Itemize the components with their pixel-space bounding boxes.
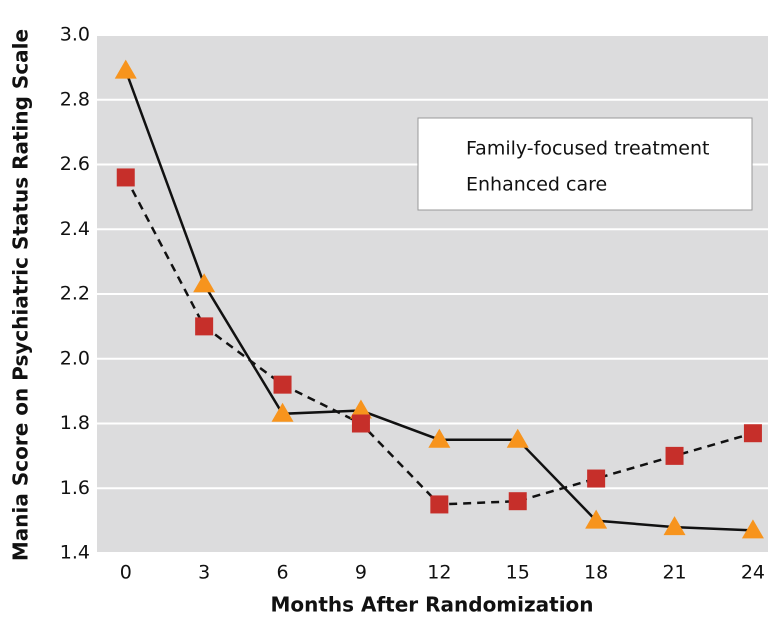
triangle-marker	[585, 509, 608, 529]
triangle-marker	[428, 428, 451, 448]
triangle-marker	[349, 399, 372, 419]
legend-label: Enhanced care	[466, 174, 607, 196]
x-tick-label: 18	[584, 562, 608, 584]
y-tick-label: 2.8	[60, 88, 90, 110]
square-marker	[195, 317, 214, 336]
x-tick-label: 24	[741, 562, 765, 584]
y-tick-label: 2.6	[60, 153, 90, 175]
triangle-marker	[114, 59, 137, 79]
y-tick-label: 1.6	[60, 477, 90, 499]
y-tick-label: 3.0	[60, 24, 90, 46]
square-marker	[273, 375, 292, 394]
y-tick-label: 2.2	[60, 283, 90, 305]
y-tick-label: 2.0	[60, 347, 90, 369]
x-tick-label: 9	[355, 562, 367, 584]
y-axis-title: Mania Score on Psychiatric Status Rating…	[9, 29, 33, 561]
x-tick-label: 6	[276, 562, 288, 584]
x-tick-label: 3	[198, 562, 210, 584]
triangle-marker	[741, 519, 764, 539]
x-axis-title: Months After Randomization	[270, 593, 593, 617]
triangle-marker	[193, 273, 216, 293]
y-tick-label: 1.4	[60, 542, 90, 564]
legend-box	[417, 117, 753, 211]
triangle-marker	[506, 428, 529, 448]
y-tick-label: 1.8	[60, 412, 90, 434]
x-tick-label: 21	[662, 562, 686, 584]
triangle-marker	[663, 516, 686, 536]
square-marker	[430, 495, 449, 514]
square-marker	[665, 446, 684, 465]
square-marker	[587, 469, 606, 488]
y-tick-label: 2.4	[60, 218, 90, 240]
triangle-marker	[271, 402, 294, 422]
x-tick-label: 0	[120, 562, 132, 584]
square-marker	[116, 168, 135, 187]
x-tick-label: 15	[506, 562, 530, 584]
square-marker	[351, 414, 370, 433]
square-marker	[508, 492, 527, 511]
x-tick-label: 12	[427, 562, 451, 584]
square-marker	[743, 424, 762, 443]
legend-label: Family-focused treatment	[466, 138, 709, 160]
